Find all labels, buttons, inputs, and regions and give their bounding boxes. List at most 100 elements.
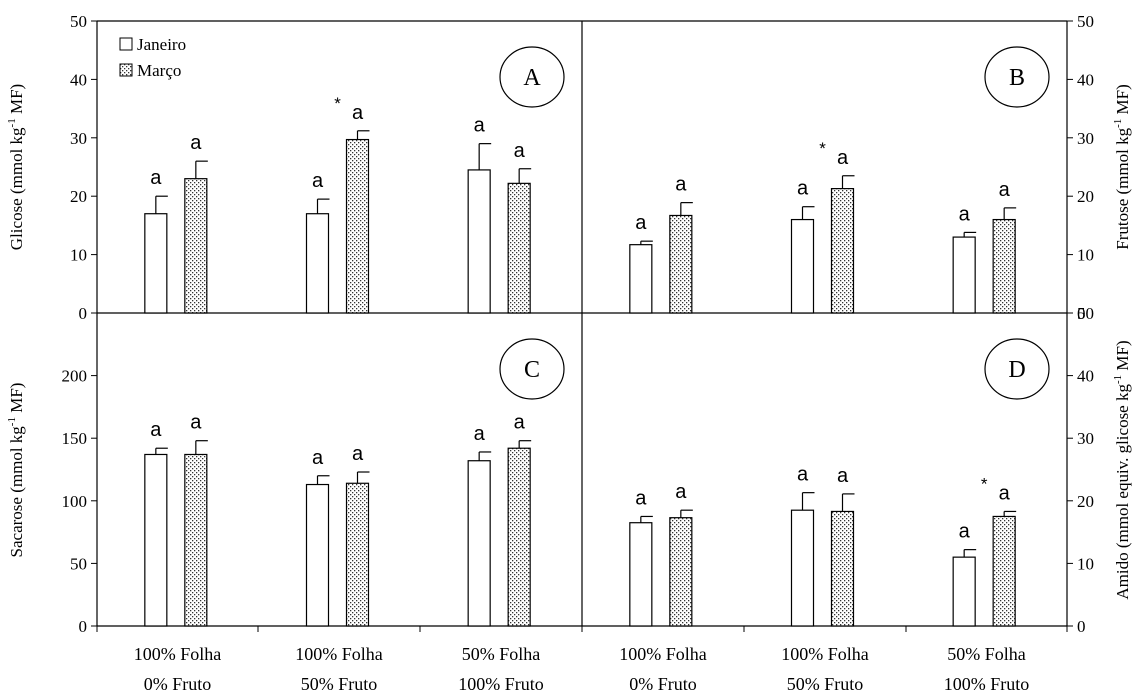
bar-letter: a — [352, 102, 364, 124]
bar-letter: a — [635, 487, 647, 509]
bar-janeiro — [305, 213, 330, 314]
bar-janeiro — [305, 483, 330, 627]
bar-letter: a — [635, 212, 647, 234]
panel-letter-d: D — [1008, 357, 1025, 383]
y-tick-label: 10 — [1077, 554, 1094, 573]
y-tick-label: 0 — [79, 617, 88, 636]
y-tick-label: 50 — [70, 12, 87, 31]
bar-marco — [992, 218, 1016, 314]
bar-marco — [669, 214, 693, 314]
panel-letter-a: A — [523, 65, 541, 91]
bar-letter: a — [150, 419, 162, 441]
bar-letter: a — [514, 412, 526, 434]
bar-letter: a — [837, 147, 849, 169]
y-tick-label: 30 — [1077, 129, 1094, 148]
panel-letter-circle — [984, 46, 1050, 108]
legend-label-marco: Março — [137, 61, 181, 80]
bar-marco — [830, 510, 855, 627]
y-tick-label: 30 — [1077, 429, 1094, 448]
significance-star: * — [334, 94, 341, 113]
bar-janeiro — [952, 236, 976, 314]
y-label-amido: Amido (mmol equiv. glicose kg-1 MF) — [1112, 340, 1132, 599]
panel-letter-circle — [499, 338, 565, 400]
bar-letter: a — [352, 443, 364, 465]
y-tick-label: 50 — [1077, 304, 1094, 323]
bar-letter: a — [959, 521, 971, 543]
bar-janeiro — [629, 244, 653, 314]
bar-marco — [184, 453, 208, 627]
bar-marco — [992, 515, 1016, 627]
y-tick-label: 0 — [1077, 617, 1086, 636]
bar-letter: a — [675, 174, 687, 196]
bar-marco — [507, 447, 531, 627]
bar-letter: a — [837, 465, 849, 487]
bar-marco — [345, 138, 370, 314]
y-tick-label: 40 — [70, 70, 87, 89]
y-tick-label: 30 — [70, 129, 87, 148]
bar-letter: a — [797, 178, 809, 200]
bar-marco — [669, 517, 693, 627]
bar-letter: a — [959, 203, 971, 225]
bar-janeiro — [629, 522, 653, 627]
bar-letter: a — [514, 140, 526, 162]
panel-letter-circle — [499, 46, 565, 108]
legend-swatch-janeiro — [119, 37, 133, 51]
y-axes: 0102030405001020304050050100150200010203… — [62, 12, 1095, 636]
y-tick-label: 10 — [1077, 246, 1094, 265]
bar-janeiro — [790, 218, 815, 314]
bars-layer: a a a a * a a a a a a * a a a a a a a a a a a a a a * — [144, 94, 1017, 627]
bar-janeiro — [144, 453, 168, 627]
bar-marco — [184, 178, 208, 314]
y-tick-label: 100 — [62, 492, 88, 511]
legend-swatch-marco — [119, 63, 133, 77]
y-tick-label: 20 — [70, 187, 87, 206]
x-category-line2: 0% Fruto — [144, 674, 212, 694]
x-category-line2: 0% Fruto — [629, 674, 697, 694]
bar-janeiro — [790, 509, 815, 627]
x-category-line2: 100% Fruto — [944, 674, 1030, 694]
bar-letter: a — [999, 179, 1011, 201]
x-category-line1: 50% Folha — [462, 644, 541, 664]
plot-frame — [96, 20, 1068, 627]
legend: Janeiro Março — [119, 35, 186, 80]
x-category-line1: 100% Folha — [295, 644, 383, 664]
significance-star: * — [981, 474, 988, 493]
x-category-line1: 50% Folha — [947, 644, 1026, 664]
x-category-line1: 100% Folha — [134, 644, 222, 664]
panel-letter-circle — [984, 338, 1050, 400]
y-tick-label: 20 — [1077, 187, 1094, 206]
x-category-line2: 50% Fruto — [787, 674, 864, 694]
x-category-line1: 100% Folha — [781, 644, 869, 664]
bar-letter: a — [150, 167, 162, 189]
bar-marco — [345, 482, 370, 627]
y-tick-label: 0 — [79, 304, 88, 323]
y-tick-label: 0 — [1077, 304, 1086, 323]
y-tick-label: 40 — [1077, 367, 1094, 386]
bar-letter: a — [474, 423, 486, 445]
bar-letter: a — [312, 447, 324, 469]
bar-janeiro — [144, 213, 168, 314]
bar-letter: a — [190, 412, 202, 434]
y-tick-label: 50 — [70, 554, 87, 573]
y-tick-label: 10 — [70, 246, 87, 265]
y-tick-label: 150 — [62, 429, 88, 448]
bar-marco — [507, 182, 531, 314]
bar-janeiro — [467, 460, 491, 627]
legend-label-janeiro: Janeiro — [137, 35, 186, 54]
panel-letters: A B C D — [499, 46, 1050, 400]
bar-janeiro — [952, 556, 976, 627]
y-label-frutose: Frutose (mmol kg-1 MF) — [1112, 84, 1132, 250]
bar-letter: a — [190, 132, 202, 154]
panel-letter-b: B — [1009, 65, 1025, 91]
y-tick-label: 20 — [1077, 492, 1094, 511]
bar-letter: a — [797, 464, 809, 486]
bar-letter: a — [312, 170, 324, 192]
y-tick-label: 50 — [1077, 12, 1094, 31]
x-category-line2: 50% Fruto — [301, 674, 378, 694]
bar-letter: a — [999, 482, 1011, 504]
x-category-labels: 100% Folha 0% Fruto 100% Folha 50% Fruto 50%… — [96, 626, 1068, 694]
panel-letter-c: C — [524, 357, 540, 383]
y-label-sacarose: Sacarose (mmol kg-1 MF) — [6, 383, 26, 558]
y-tick-label: 40 — [1077, 70, 1094, 89]
